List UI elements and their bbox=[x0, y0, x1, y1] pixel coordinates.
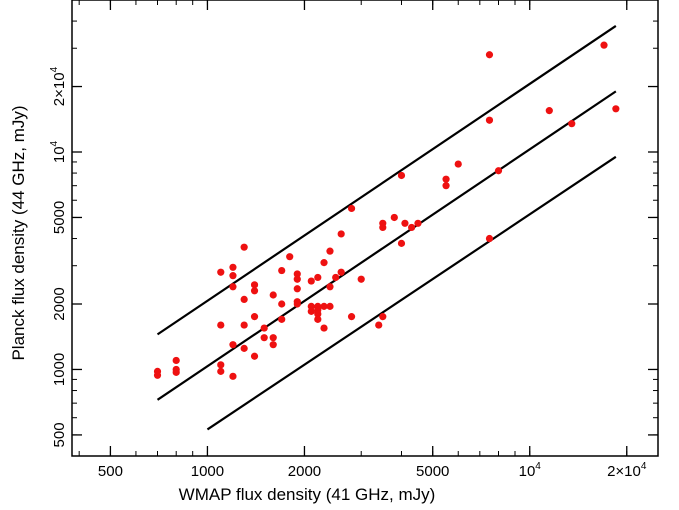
y-axis-title: Planck flux density (44 GHz, mJy) bbox=[9, 105, 28, 360]
data-point bbox=[217, 268, 225, 276]
x-tick-label: 104 bbox=[519, 461, 542, 480]
data-point bbox=[347, 204, 356, 213]
y-tick-label: 5000 bbox=[51, 201, 68, 234]
reference-line-2 bbox=[206, 155, 617, 431]
data-point bbox=[307, 277, 315, 285]
data-point bbox=[293, 285, 301, 293]
data-point bbox=[240, 243, 248, 251]
data-point bbox=[278, 266, 286, 275]
data-point bbox=[153, 371, 162, 379]
data-point bbox=[307, 302, 315, 310]
x-tick-label: 2×104 bbox=[607, 461, 647, 480]
data-point bbox=[326, 247, 334, 255]
data-point bbox=[347, 313, 356, 321]
reference-line-0 bbox=[156, 25, 617, 336]
data-point bbox=[293, 275, 301, 283]
x-axis: 500 1000 2000 5000 104 2×104 bbox=[78, 0, 647, 480]
data-point bbox=[600, 41, 608, 49]
x-tick-label: 500 bbox=[98, 463, 123, 480]
data-point bbox=[545, 107, 553, 115]
data-point bbox=[250, 352, 259, 360]
data-point bbox=[568, 120, 576, 128]
y-tick-label: 1000 bbox=[51, 353, 68, 386]
data-point bbox=[217, 367, 225, 375]
y-tick-label: 2000 bbox=[51, 287, 68, 320]
data-point bbox=[307, 307, 315, 315]
data-point bbox=[286, 253, 294, 261]
data-point bbox=[379, 313, 387, 321]
data-point bbox=[240, 344, 248, 352]
data-point bbox=[326, 283, 334, 291]
y-tick-label: 2×104 bbox=[49, 66, 68, 106]
data-point bbox=[612, 105, 620, 113]
data-point bbox=[375, 321, 383, 329]
y-axis: 500 1000 2000 5000 104 2×104 bbox=[49, 0, 658, 457]
data-point bbox=[326, 302, 334, 310]
data-point bbox=[442, 182, 450, 190]
y-tick-label: 104 bbox=[49, 140, 68, 163]
reference-line-1 bbox=[156, 90, 617, 401]
data-point bbox=[278, 315, 286, 323]
data-point bbox=[240, 295, 248, 303]
data-points bbox=[153, 41, 620, 380]
x-tick-label: 1000 bbox=[191, 463, 224, 480]
data-point bbox=[293, 270, 301, 278]
data-point bbox=[172, 356, 180, 365]
data-point bbox=[485, 51, 494, 59]
data-point bbox=[390, 213, 398, 222]
data-point bbox=[240, 321, 248, 329]
data-point bbox=[337, 268, 345, 276]
data-point bbox=[485, 116, 494, 124]
data-point bbox=[269, 291, 277, 299]
data-point bbox=[260, 324, 268, 332]
data-point bbox=[379, 223, 387, 232]
data-point bbox=[250, 287, 259, 295]
data-point bbox=[320, 324, 328, 332]
data-point bbox=[269, 334, 277, 342]
data-point bbox=[397, 239, 406, 247]
y-tick-label: 500 bbox=[51, 422, 68, 447]
data-point bbox=[314, 310, 322, 318]
data-point bbox=[229, 372, 237, 380]
plot-frame bbox=[71, 0, 659, 457]
data-point bbox=[337, 230, 345, 238]
data-point bbox=[332, 273, 340, 282]
data-point bbox=[278, 300, 286, 308]
data-point bbox=[260, 334, 268, 342]
data-point bbox=[217, 321, 225, 329]
data-point bbox=[314, 273, 322, 282]
data-point bbox=[397, 171, 406, 180]
data-point bbox=[229, 341, 237, 349]
x-tick-label: 5000 bbox=[416, 463, 449, 480]
data-point bbox=[494, 167, 503, 175]
x-tick-label: 2000 bbox=[288, 463, 321, 480]
x-axis-title: WMAP flux density (41 GHz, mJy) bbox=[179, 485, 436, 504]
data-point bbox=[314, 315, 322, 323]
data-point bbox=[320, 302, 328, 310]
data-point bbox=[454, 160, 462, 168]
data-point bbox=[229, 263, 237, 271]
data-point bbox=[320, 259, 328, 267]
data-point bbox=[408, 223, 416, 232]
data-point bbox=[229, 283, 237, 291]
data-point bbox=[442, 175, 450, 183]
data-point bbox=[172, 368, 180, 376]
reference-lines bbox=[156, 25, 617, 431]
data-point bbox=[293, 300, 301, 308]
data-point bbox=[414, 219, 422, 227]
data-point bbox=[217, 361, 225, 369]
data-point bbox=[269, 341, 277, 349]
data-point bbox=[401, 219, 409, 227]
data-point bbox=[250, 281, 259, 289]
data-point bbox=[357, 275, 365, 283]
data-point bbox=[485, 234, 494, 243]
data-point bbox=[229, 272, 237, 280]
data-point bbox=[250, 313, 259, 321]
